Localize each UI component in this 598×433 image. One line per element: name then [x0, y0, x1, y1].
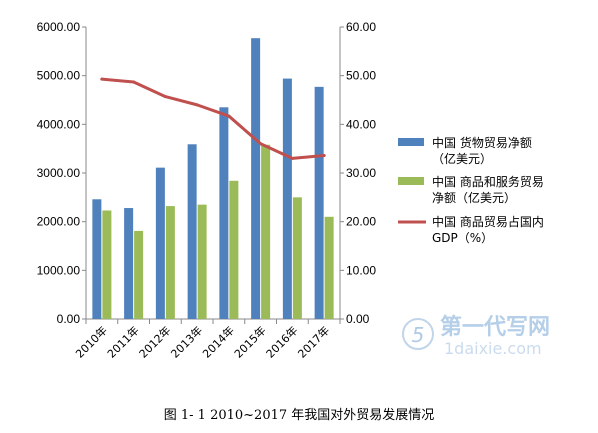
bar-goods-trade: [314, 86, 324, 319]
y-left-tick-label: 5000.00: [37, 69, 81, 83]
y-left-tick-label: 3000.00: [37, 166, 81, 180]
bar-goods-services-trade: [197, 204, 207, 319]
y-right-tick-label: 40.00: [346, 117, 376, 131]
bar-goods-services-trade: [229, 180, 239, 319]
y-axis-left: 0.00 1000.00 2000.00 3000.00 4000.00 5000.00 6…: [37, 20, 87, 326]
y-left-tick-label: 0.00: [57, 312, 81, 326]
y-axis-right: 0.00 10.00 20.00 30.00 40.00 50.00 60.00: [339, 20, 376, 326]
bar-goods-services-trade: [292, 197, 302, 319]
legend-swatch: [398, 177, 424, 185]
legend-label: （亿美元）: [432, 151, 492, 166]
line-point: [259, 142, 263, 146]
legend-label: 中国 货物贸易净额: [432, 135, 532, 150]
y-left-tick-label: 6000.00: [37, 20, 81, 34]
bar-goods-trade: [124, 208, 134, 319]
bar-goods-services-trade: [165, 206, 175, 319]
bar-goods-trade: [282, 78, 292, 319]
bar-goods-services-trade: [134, 230, 144, 319]
bar-goods-trade: [251, 38, 261, 320]
y-right-tick-label: 50.00: [346, 69, 376, 83]
bar-goods-trade: [187, 144, 197, 319]
legend-label: GDP（%）: [432, 231, 493, 245]
y-left-tick-label: 1000.00: [37, 263, 81, 277]
bar-goods-services-trade: [102, 210, 112, 319]
legend-label: 净额（亿美元）: [432, 190, 516, 205]
watermark-title: 第一代写网: [440, 314, 550, 340]
x-tick-label: 2015年: [231, 323, 268, 360]
watermark: 5 第一代写网 1daixie.com: [402, 314, 550, 358]
line-point: [290, 156, 294, 160]
bar-goods-trade: [92, 199, 102, 319]
x-tick-label: 2017年: [295, 323, 332, 360]
y-right-tick-label: 0.00: [346, 312, 370, 326]
watermark-logo-mark: 5: [412, 323, 425, 347]
x-tick-label: 2016年: [263, 323, 300, 360]
y-right-tick-label: 30.00: [346, 166, 376, 180]
bar-goods-services-trade: [261, 144, 271, 319]
y-right-tick-label: 60.00: [346, 20, 376, 34]
x-tick-label: 2012年: [136, 323, 173, 360]
chart: 0.00 1000.00 2000.00 3000.00 4000.00 5000.00 6…: [37, 20, 550, 361]
x-tick-label: 2011年: [104, 323, 141, 360]
legend-label: 中国 商品和服务贸易: [432, 174, 544, 189]
line-point: [227, 114, 231, 118]
line-point: [195, 103, 199, 107]
line-gdp-share: [100, 77, 326, 160]
bar-goods-services-trade: [324, 216, 334, 319]
line-point: [322, 153, 326, 157]
line-point: [132, 80, 136, 84]
line-point: [163, 95, 167, 99]
bar-goods-trade: [219, 107, 229, 319]
x-tick-label: 2013年: [168, 323, 205, 360]
x-tick-label: 2014年: [200, 323, 237, 360]
line-series: [100, 77, 326, 160]
y-right-tick-label: 10.00: [346, 263, 376, 277]
bar-series: [92, 38, 334, 320]
x-tick-label: 2010年: [73, 323, 110, 360]
y-right-tick-label: 20.00: [346, 215, 376, 229]
y-left-tick-label: 4000.00: [37, 117, 81, 131]
y-left-tick-label: 2000.00: [37, 215, 81, 229]
watermark-logo-ring: [402, 318, 434, 350]
figure-caption: 图 1- 1 2010~2017 年我国对外贸易发展情况: [163, 408, 435, 423]
legend-label: 中国 商品贸易占国内: [432, 214, 544, 229]
legend-swatch: [398, 138, 424, 146]
bar-goods-trade: [155, 167, 165, 319]
watermark-url: 1daixie.com: [444, 339, 542, 358]
line-point: [100, 77, 104, 81]
